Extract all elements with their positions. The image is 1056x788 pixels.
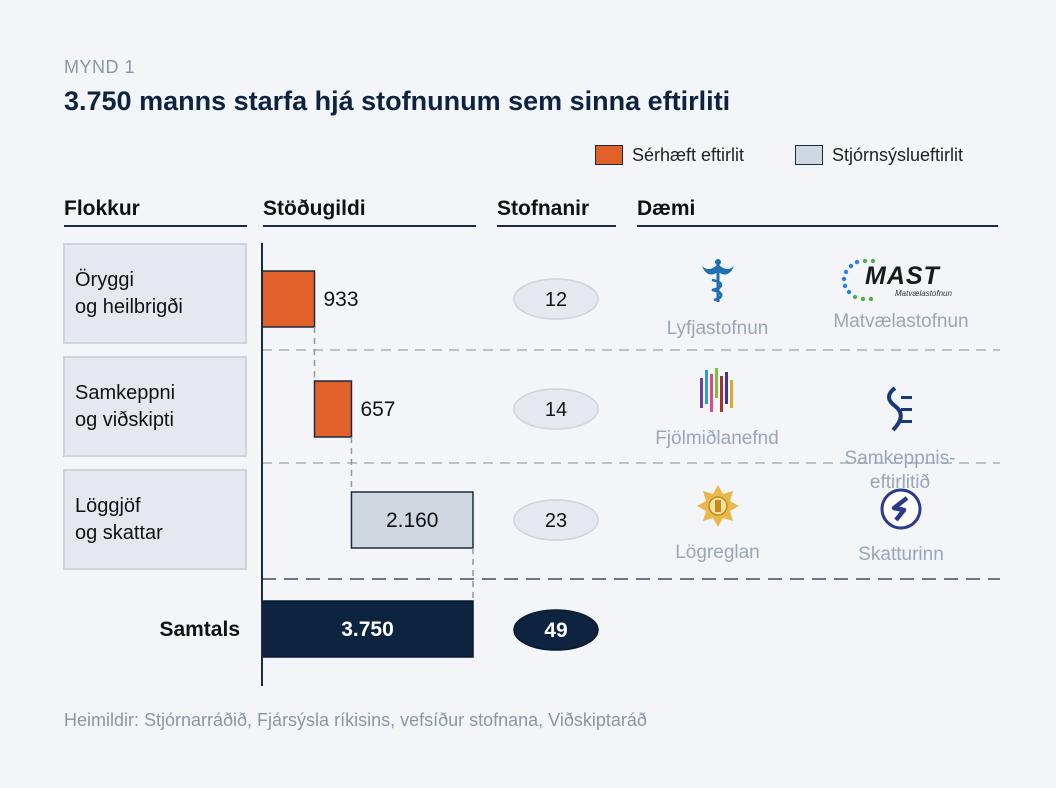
caduceus-icon [698, 258, 738, 311]
bar-value-label: 2.160 [386, 509, 439, 532]
column-rule [64, 225, 247, 227]
total-agency-pill [513, 609, 599, 651]
category-box: Löggjöf og skattar [63, 469, 247, 570]
column-header-examples: Dæmi [637, 197, 696, 220]
category-box: Öryggi og heilbrigði [63, 243, 247, 344]
s-e-logo [885, 362, 915, 441]
example-name: Skatturinn [858, 544, 944, 565]
example-agency: MAST Matvælastofnun Matvælastofnun [815, 258, 987, 334]
legend-item-administrative: Stjórnsýslueftirlit [795, 143, 963, 167]
bar-value-label: 933 [323, 288, 358, 311]
figure-label: MYND 1 [64, 57, 136, 77]
total-value-label: 3.750 [341, 618, 394, 641]
example-agency: Fjölmiðlanefnd [642, 368, 792, 451]
color-bars-icon [697, 368, 737, 421]
example-name: Samkeppnis- eftirlitið [844, 448, 956, 493]
mast-logo-text: MAST [865, 262, 940, 290]
column-header-agencies: Stofnanir [497, 197, 590, 220]
agency-count-pill [513, 388, 599, 430]
mast-logo-subtext: Matvælastofnun [895, 289, 952, 298]
legend-swatch-specialized [595, 145, 623, 165]
category-box: Samkeppni og viðskipti [63, 356, 247, 457]
bar [261, 270, 316, 328]
example-name: Fjölmiðlanefnd [655, 428, 779, 449]
legend-label-specialized: Sérhæft eftirlit [632, 144, 745, 165]
bar-value-label: 657 [360, 398, 395, 421]
example-agency: Lyfjastofnun [645, 258, 790, 341]
agency-count-pill [513, 278, 599, 320]
column-rule [263, 225, 476, 227]
example-name: Lögreglan [675, 542, 760, 563]
bar [313, 380, 353, 438]
total-agency-count: 49 [544, 619, 567, 642]
example-name: Lyfjastofnun [666, 318, 769, 339]
agency-count: 12 [545, 289, 567, 311]
legend-swatch-administrative [795, 145, 823, 165]
example-agency: Lögreglan [645, 484, 790, 565]
bar [350, 491, 474, 549]
legend-item-specialized: Sérhæft eftirlit [595, 143, 744, 167]
example-agency: Skatturinn [815, 488, 987, 567]
agency-count: 14 [545, 399, 567, 421]
legend-label-administrative: Stjórnsýslueftirlit [832, 144, 964, 165]
police-star-icon [696, 484, 740, 535]
mast-logo: MAST Matvælastofnun [841, 258, 961, 304]
total-label: Samtals [159, 618, 240, 641]
column-rule [497, 225, 616, 227]
example-name: Matvælastofnun [833, 311, 969, 332]
skatturinn-logo [880, 488, 922, 537]
agency-count: 23 [545, 510, 567, 532]
source-note: Heimildir: Stjórnarráðið, Fjársýsla ríki… [64, 710, 647, 730]
agency-count-pill [513, 499, 599, 541]
example-agency: Samkeppnis- eftirlitið [820, 362, 980, 495]
column-rule [637, 225, 998, 227]
column-header-category: Flokkur [64, 197, 140, 220]
total-bar [261, 600, 474, 658]
column-header-positions: Stöðugildi [263, 197, 366, 220]
chart-title: 3.750 manns starfa hjá stofnunum sem sin… [64, 86, 731, 116]
